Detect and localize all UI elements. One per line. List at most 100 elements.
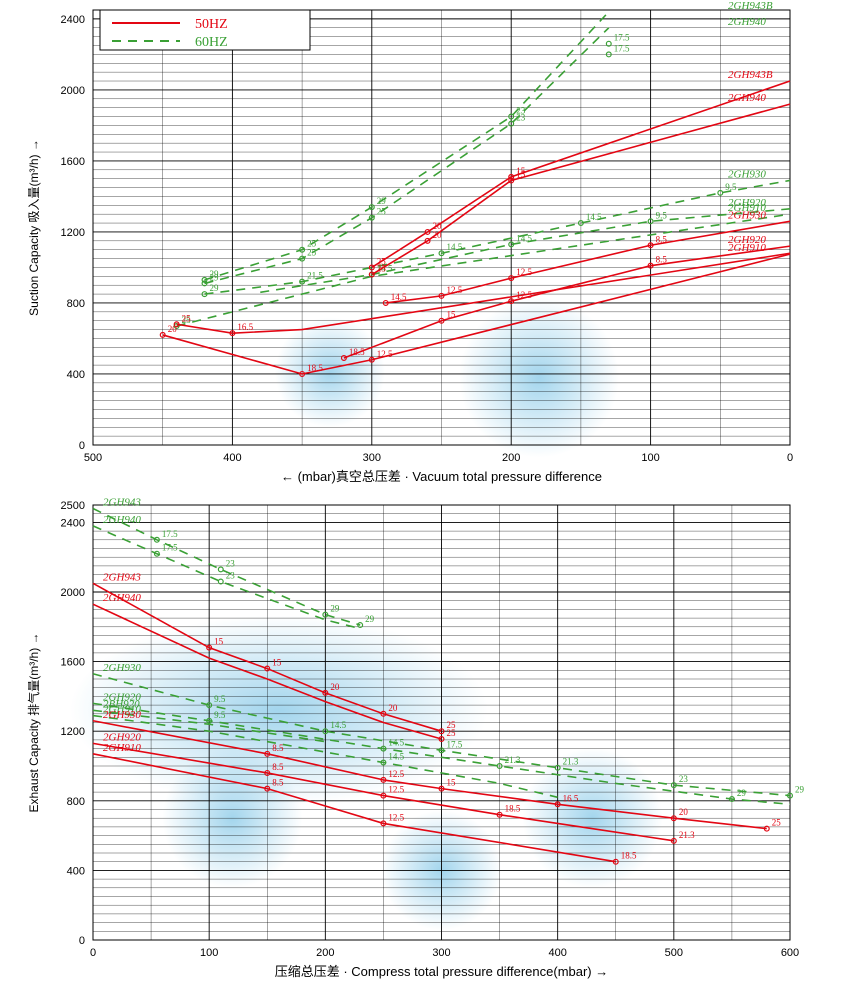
point-label: 23	[516, 113, 526, 123]
point-label: 23	[679, 774, 689, 784]
point-label: 14.5	[516, 233, 532, 243]
point-label: 14.5	[391, 292, 407, 302]
x-tick-label: 400	[548, 947, 566, 959]
point-label: 9.5	[725, 182, 737, 192]
point-label: 8.5	[272, 743, 284, 753]
bg-blob	[459, 298, 619, 458]
y-tick-label: 1600	[61, 156, 85, 168]
x-tick-label: 100	[200, 947, 218, 959]
point-label: 20	[679, 807, 689, 817]
point-label: 18.5	[621, 851, 637, 861]
point-label: 15	[214, 637, 224, 647]
series-2GH943B	[205, 12, 609, 280]
point-label: 15	[447, 310, 457, 320]
point-label: 12.5	[447, 285, 463, 295]
series-label: 2GH930	[728, 168, 766, 180]
x-tick-label: 200	[502, 452, 520, 464]
y-tick-label: 800	[67, 796, 85, 808]
point-label: 8.5	[272, 762, 284, 772]
point-label: 21.3	[563, 757, 579, 767]
point-label: 17.5	[614, 33, 630, 43]
y-tick-label: 2000	[61, 85, 85, 97]
series-label: 2GH930	[103, 662, 141, 674]
top-chart: 040080012001600200024005004003002001000←…	[27, 0, 793, 484]
point-label: 21.3	[505, 755, 521, 765]
point-label: 8.5	[272, 778, 284, 788]
point-label: 15	[272, 658, 282, 668]
series-label: 2GH943B	[728, 0, 773, 12]
point-label: 17.5	[162, 543, 178, 553]
x-tick-label: 300	[363, 452, 381, 464]
point-label: 12.5	[377, 349, 393, 359]
point-label: 9.5	[656, 210, 668, 220]
point-label: 17.5	[447, 739, 463, 749]
series-label: 2GH940	[103, 514, 141, 526]
point-label: 20	[330, 682, 340, 692]
point-label: 12.5	[388, 785, 404, 795]
point-label: 12.5	[388, 769, 404, 779]
point-label: 18.5	[307, 363, 323, 373]
x-tick-label: 0	[787, 452, 793, 464]
y-tick-label: 400	[67, 369, 85, 381]
point-label: 29	[365, 614, 375, 624]
point-label: 14.5	[388, 738, 404, 748]
point-label: 17.5	[614, 43, 630, 53]
point-label: 25	[182, 313, 192, 323]
point-label: 9.5	[214, 710, 226, 720]
y-tick-label: 1200	[61, 227, 85, 239]
y-axis-label: Suction Capacity 吸入量(m³/h) →	[27, 139, 41, 316]
series-label: 2GH910	[103, 742, 141, 754]
point-label: 18.5	[505, 804, 521, 814]
point-label: 23	[226, 571, 236, 581]
point-label: 20	[388, 703, 398, 713]
point-label: 8.5	[656, 234, 668, 244]
point-label: 25	[772, 818, 782, 828]
series-label: 2GH940	[728, 16, 766, 28]
legend-label: 50HZ	[195, 17, 228, 32]
x-tick-label: 200	[316, 947, 334, 959]
point-label: 25	[447, 728, 457, 738]
series-label: 2GH930	[728, 209, 766, 221]
series-2GH920	[260, 209, 790, 292]
point-label: 29	[210, 272, 220, 282]
point-label: 9.5	[214, 694, 226, 704]
legend: 50HZ60HZ	[100, 10, 310, 50]
point-label: 29	[210, 283, 220, 293]
x-tick-label: 600	[781, 947, 799, 959]
point-label: 29	[330, 604, 340, 614]
x-axis-label: 压缩总压差 · Compress total pressure differen…	[275, 964, 609, 979]
series-label: 2GH943	[103, 571, 141, 583]
y-axis-label: Exhaust Capacity 排气量(m³/h) →	[26, 632, 41, 812]
x-tick-label: 500	[84, 452, 102, 464]
point-label: 29	[737, 788, 747, 798]
x-tick-label: 400	[223, 452, 241, 464]
point-label: 21.5	[307, 271, 323, 281]
point-label: 20	[433, 230, 443, 240]
y-tick-label: 2000	[61, 587, 85, 599]
series-label: 2GH930	[103, 709, 141, 721]
y-tick-label: 0	[79, 935, 85, 947]
point-label: 14.5	[330, 720, 346, 730]
y-tick-label: 400	[67, 865, 85, 877]
point-label: 25	[377, 207, 387, 217]
point-label: 14.5	[586, 212, 602, 222]
y-tick-label: 0	[79, 440, 85, 452]
data-point	[218, 567, 223, 572]
point-label: 14.5	[447, 242, 463, 252]
y-tick-label: 1600	[61, 657, 85, 669]
point-label: 17.5	[162, 529, 178, 539]
series-label: 2GH943	[103, 496, 141, 508]
y-tick-label: 2400	[61, 14, 85, 26]
point-label: 8.5	[656, 255, 668, 265]
series-label: 2GH943B	[728, 69, 773, 81]
y-tick-label: 800	[67, 298, 85, 310]
charts-canvas: 040080012001600200024005004003002001000←…	[0, 0, 860, 985]
point-label: 20	[168, 324, 178, 334]
point-label: 12.5	[388, 812, 404, 822]
point-label: 16.5	[237, 322, 253, 332]
point-label: 25	[377, 264, 387, 274]
point-label: 15	[447, 778, 457, 788]
x-tick-label: 100	[641, 452, 659, 464]
y-tick-label: 1200	[61, 726, 85, 738]
point-label: 21.3	[679, 830, 695, 840]
